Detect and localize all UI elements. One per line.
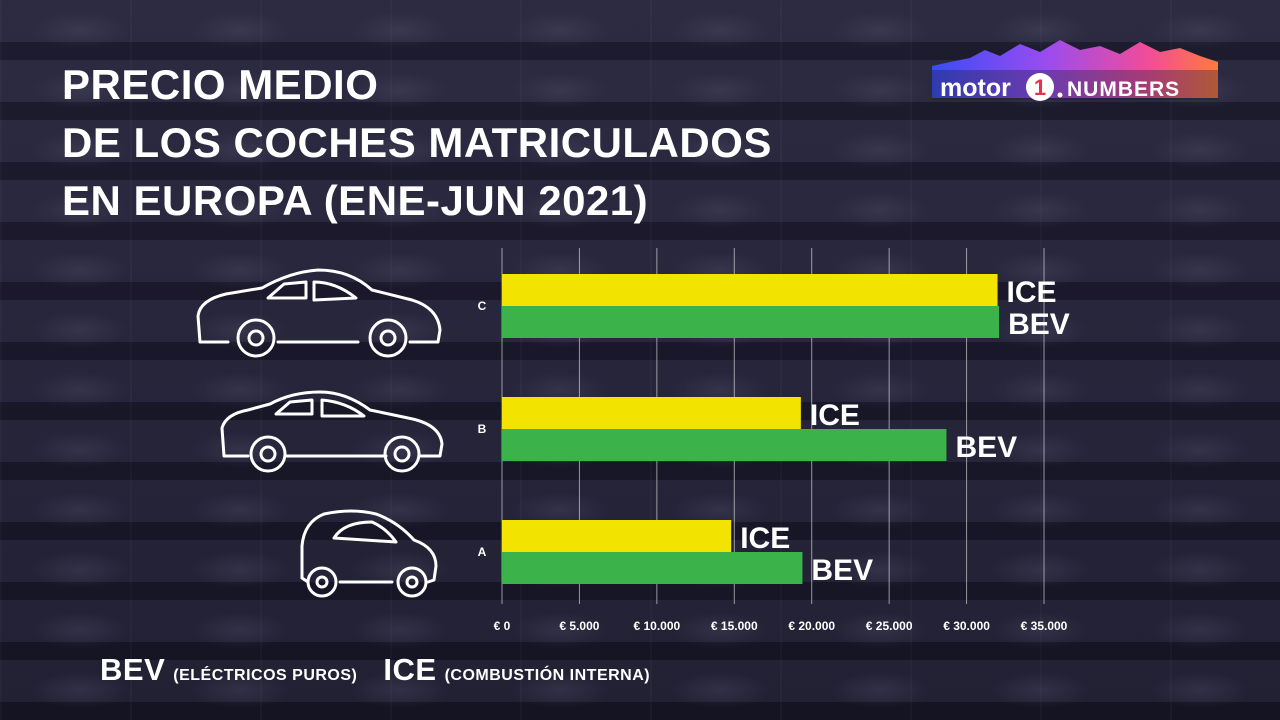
bar-label-bev-a: BEV xyxy=(811,554,873,587)
x-tick-label-5: € 25.000 xyxy=(866,619,913,633)
legend-ice-desc: (COMBUSTIÓN INTERNA) xyxy=(444,667,651,684)
bar-bev-c xyxy=(502,306,1000,338)
legend-ice-abbr: ICE xyxy=(383,652,437,687)
legend-bev-desc: (ELÉCTRICOS PUROS) xyxy=(173,667,358,684)
legend: BEV (ELÉCTRICOS PUROS) ICE (COMBUSTIÓN INTE… xyxy=(100,652,650,688)
logo-text-motor: motor xyxy=(940,74,1011,102)
legend-bev-abbr: BEV xyxy=(100,652,166,687)
bar-label-bev-b: BEV xyxy=(955,431,1017,464)
bar-ice-b xyxy=(502,397,801,429)
medium-sedan-car-icon xyxy=(220,390,444,473)
logo-text-numbers: NUMBERS xyxy=(1067,78,1180,101)
bar-label-ice-a: ICE xyxy=(740,522,790,555)
x-tick-label-3: € 15.000 xyxy=(711,619,758,633)
title-line-1: PRECIO MEDIO xyxy=(62,61,379,108)
x-tick-label-1: € 5.000 xyxy=(559,619,599,633)
x-tick-label-4: € 20.000 xyxy=(788,619,835,633)
x-tick-label-0: € 0 xyxy=(494,619,511,633)
bar-label-ice-c: ICE xyxy=(1007,276,1057,309)
logo-skyline xyxy=(932,40,1218,98)
category-label-c: C xyxy=(478,299,487,313)
motor1-numbers-logo: motor 1 NUMBERS xyxy=(932,40,1218,102)
bar-ice-c xyxy=(502,274,998,306)
category-label-a: A xyxy=(478,545,487,559)
bar-label-ice-b: ICE xyxy=(810,399,860,432)
x-tick-label-2: € 10.000 xyxy=(633,619,680,633)
bar-bev-a xyxy=(502,552,803,584)
tick-labels: € 0 € 5.000 € 10.000 € 15.000 € 20.000 € 25.0… xyxy=(494,619,1068,633)
bar-ice-a xyxy=(502,520,732,552)
bar-label-bev-c: BEV xyxy=(1008,308,1070,341)
bars xyxy=(502,274,1000,584)
category-labels: C B A xyxy=(478,299,487,559)
small-city-car-icon xyxy=(300,509,438,598)
chart-title: PRECIO MEDIO DE LOS COCHES MATRICULADOS … xyxy=(62,56,772,230)
x-tick-label-7: € 35.000 xyxy=(1021,619,1068,633)
title-line-2: DE LOS COCHES MATRICULADOS xyxy=(62,119,772,166)
sedan-car-icon xyxy=(196,268,442,358)
bar-bev-b xyxy=(502,429,947,461)
title-line-3: EN EUROPA (ENE-JUN 2021) xyxy=(62,177,649,224)
x-tick-label-6: € 30.000 xyxy=(943,619,990,633)
logo-text-numeral: 1 xyxy=(1034,75,1046,100)
category-label-b: B xyxy=(478,422,487,436)
